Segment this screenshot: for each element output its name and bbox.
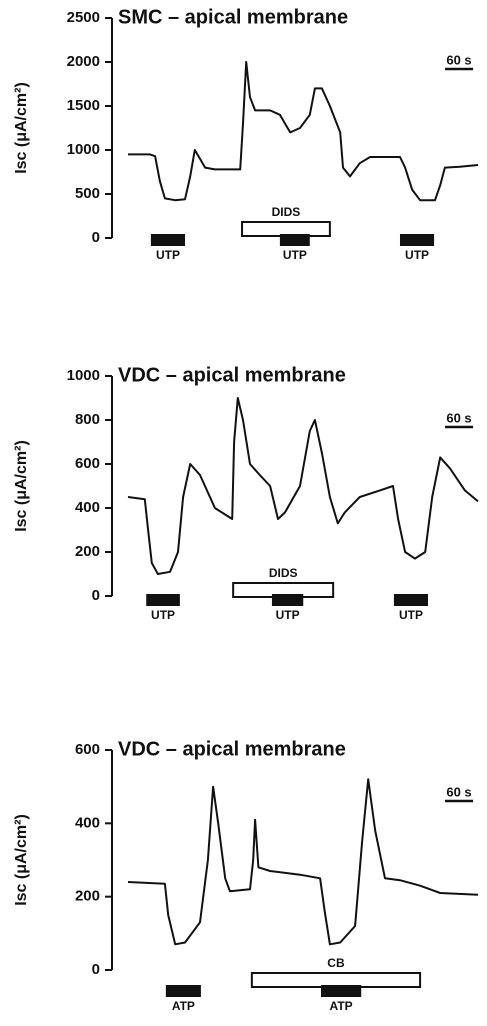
y-tick-label: 2500	[67, 9, 100, 26]
treatment-label: UTP	[156, 248, 180, 262]
chart-title: SMC – apical membrane	[118, 6, 348, 28]
treatment-bar	[399, 234, 435, 246]
scale-bar-label: 60 s	[446, 784, 471, 799]
treatment-bar	[321, 985, 362, 997]
treatment-label: DIDS	[269, 566, 298, 580]
y-axis-label: Isc (μA/cm²)	[13, 814, 30, 906]
y-tick-label: 0	[92, 229, 100, 246]
chart-title: VDC – apical membrane	[118, 364, 346, 386]
y-tick-label: 400	[75, 814, 100, 831]
y-tick-label: 800	[75, 411, 100, 428]
y-tick-label: 200	[75, 543, 100, 560]
y-tick-label: 2000	[67, 53, 100, 70]
treatment-box	[241, 221, 331, 237]
y-tick-label: 400	[75, 499, 100, 516]
trace	[128, 61, 479, 202]
treatment-bar	[146, 594, 180, 606]
y-tick-label: 1000	[67, 141, 100, 158]
y-axis-label: Isc (μA/cm²)	[13, 82, 30, 174]
y-tick-label: 600	[75, 455, 100, 472]
treatment-label: UTP	[405, 248, 429, 262]
treatment-label: ATP	[330, 999, 353, 1013]
treatment-label: ATP	[172, 999, 195, 1013]
y-tick-label: 500	[75, 185, 100, 202]
y-tick-label: 1500	[67, 97, 100, 114]
chart-title: VDC – apical membrane	[118, 738, 346, 760]
trace	[127, 397, 479, 575]
y-tick-label: 200	[75, 888, 100, 905]
y-tick-label: 1000	[67, 367, 100, 384]
scale-bar-label: 60 s	[446, 52, 471, 67]
treatment-bar	[150, 234, 186, 246]
treatment-bar	[165, 985, 201, 997]
treatment-label: UTP	[283, 248, 307, 262]
y-tick-label: 0	[92, 961, 100, 978]
y-axis-label: Isc (μA/cm²)	[13, 440, 30, 532]
treatment-label: UTP	[276, 608, 300, 622]
y-tick-label: 0	[92, 587, 100, 604]
trace	[127, 778, 479, 946]
treatment-bar	[271, 594, 304, 606]
treatment-label: UTP	[399, 608, 423, 622]
treatment-bar	[279, 234, 310, 246]
scale-bar-label: 60 s	[446, 410, 471, 425]
treatment-box	[250, 972, 422, 988]
y-tick-label: 600	[75, 741, 100, 758]
treatment-label: DIDS	[272, 205, 301, 219]
treatment-bar	[393, 594, 429, 606]
treatment-label: UTP	[151, 608, 175, 622]
treatment-label: CB	[327, 956, 345, 970]
